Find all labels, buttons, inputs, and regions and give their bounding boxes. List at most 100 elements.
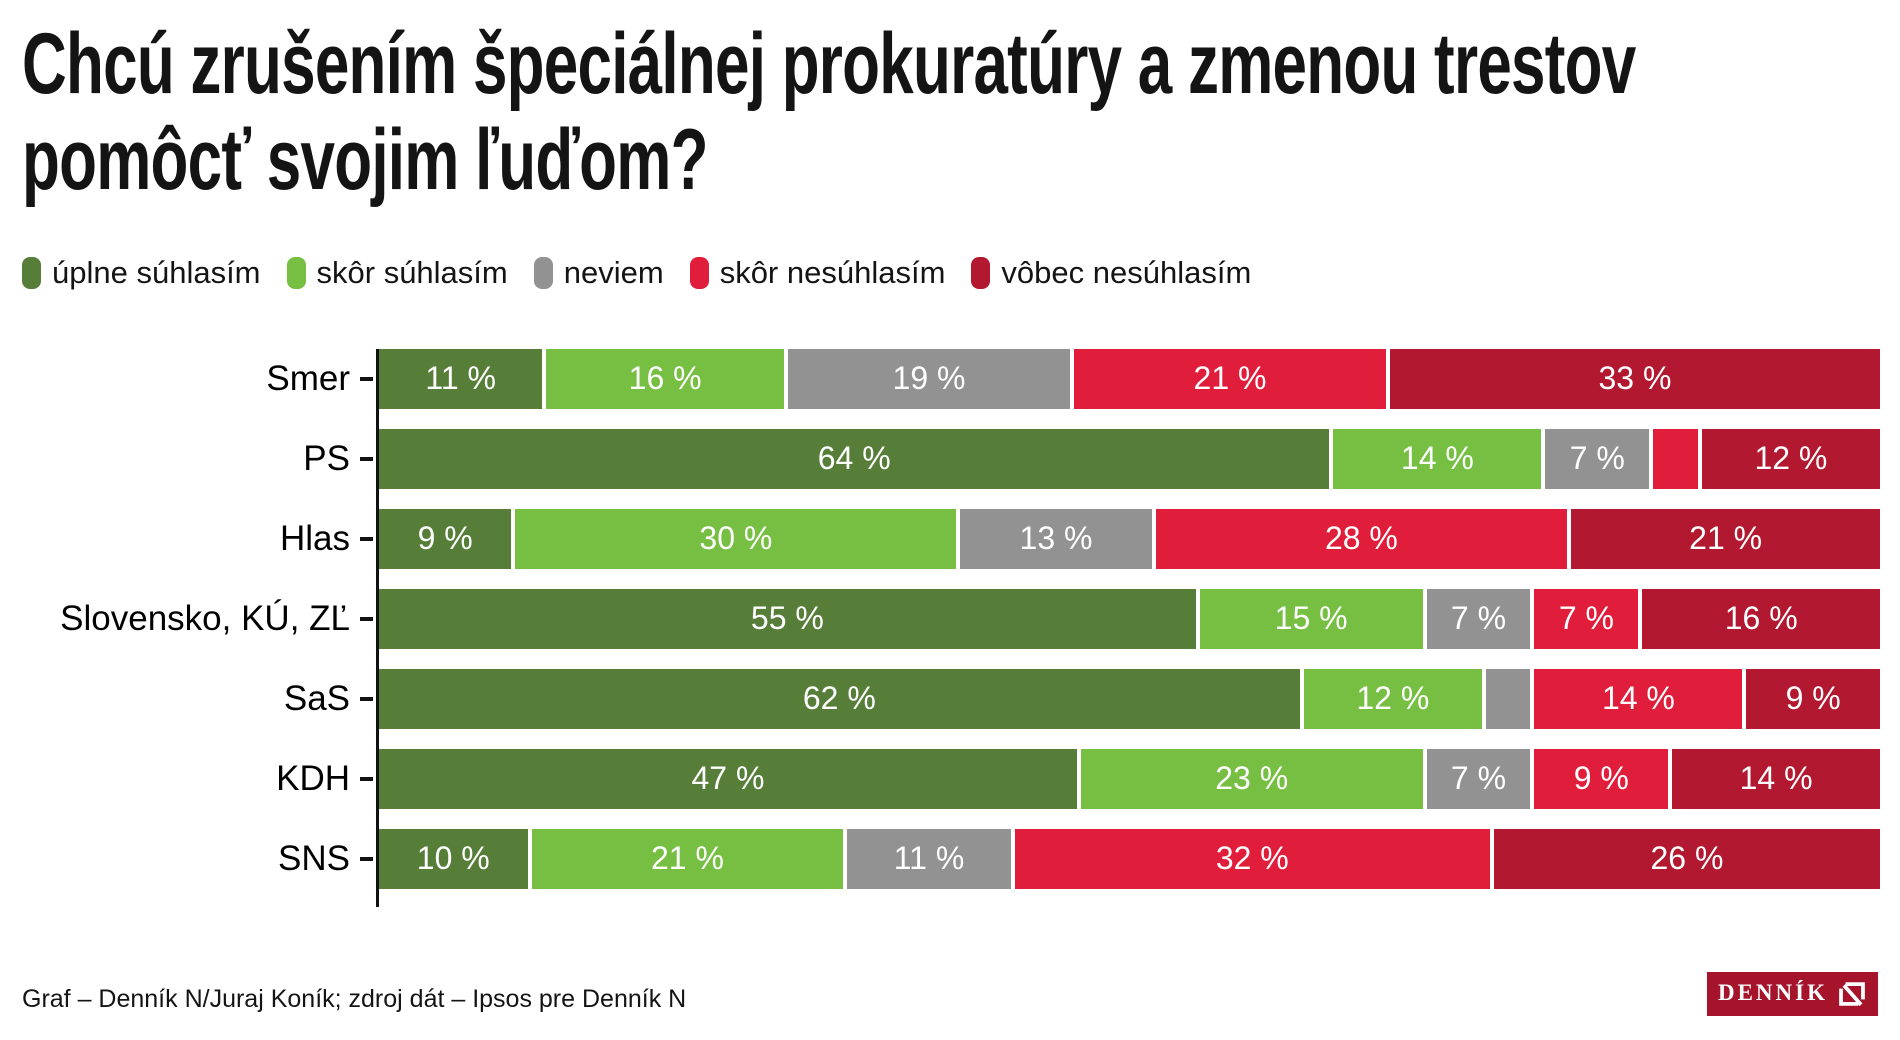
segment-value-label: 33 % (1598, 360, 1672, 397)
legend-label: neviem (563, 254, 664, 290)
segment-value-label: 16 % (1724, 600, 1798, 637)
bar-segment: 9 % (379, 508, 512, 569)
bar-segment: 11 % (843, 828, 1011, 889)
segment-value-label: 11 % (893, 840, 965, 877)
segment-value-label: 7 % (1450, 760, 1507, 797)
axis-tick (360, 456, 373, 461)
category-label: SNS (278, 829, 379, 889)
bar-segment: 7 % (1422, 588, 1531, 649)
chart-rows: Smer 11 % 16 % 19 % 21 % 33 % PS 64 % 14 % 7 % 12 … (60, 348, 1881, 889)
legend-item-4: vôbec nesúhlasím (971, 255, 1251, 291)
stacked-bar: 9 % 30 % 13 % 28 % 21 % (379, 508, 1881, 569)
segment-value-label: 21 % (650, 840, 724, 877)
axis-tick (360, 616, 373, 621)
segment-value-label: 7 % (1569, 440, 1625, 477)
bar-segment: 16 % (542, 348, 784, 409)
segment-value-label: 28 % (1324, 520, 1398, 557)
bar-segment: 55 % (379, 588, 1196, 649)
category-label: Hlas (280, 509, 379, 569)
bar-segment: 7 % (1530, 588, 1639, 649)
bar-segment: 7 % (1422, 748, 1531, 809)
stacked-bar: 55 % 15 % 7 % 7 % 16 % (379, 588, 1880, 649)
segment-value-label: 10 % (416, 840, 490, 877)
source-credit: Graf – Denník N/Juraj Koník; zdroj dát –… (22, 985, 687, 1013)
axis-tick (360, 536, 373, 541)
bar-segment: 21 % (527, 828, 844, 889)
segment-value-label: 21 % (1689, 520, 1763, 557)
segment-value-label: 9 % (1573, 760, 1629, 797)
legend-item-3: skôr nesúhlasím (689, 254, 946, 291)
segment-value-label: 9 % (417, 520, 473, 557)
axis-tick (360, 696, 373, 701)
legend-item-1: skôr súhlasím (286, 255, 508, 291)
segment-value-label: 9 % (1785, 680, 1841, 717)
bar-row-6: SNS 10 % 21 % 11 % 32 % 26 % (278, 828, 1880, 889)
bar-segment: 21 % (1567, 508, 1881, 569)
stacked-bar: 11 % 16 % 19 % 21 % 33 % (379, 348, 1880, 409)
segment-value-label: 7 % (1558, 600, 1614, 637)
category-label: Slovensko, KÚ, ZĽ (60, 589, 379, 649)
page-title-line-2: pomôcť svojim ľuďom? (22, 112, 708, 209)
bar-row-2: Hlas 9 % 30 % 13 % 28 % 21 % (280, 508, 1881, 569)
bar-segment: 16 % (1638, 588, 1880, 649)
segment-value-label: 32 % (1215, 840, 1289, 877)
category-label: PS (303, 429, 379, 489)
bar-segment: 62 % (379, 668, 1300, 729)
segment-value-label: 23 % (1215, 760, 1289, 797)
category-label-text: SNS (278, 838, 350, 878)
page-title: Chcú zrušením špeciálnej prokuratúry a z… (22, 16, 1636, 209)
bar-row-3: Slovensko, KÚ, ZĽ 55 % 15 % 7 % 7 % 16 % (60, 588, 1880, 649)
bar-segment: 15 % (1195, 588, 1423, 649)
bar-segment: 14 % (1668, 748, 1881, 809)
dennik-n-logo-text: DENNÍK (1717, 980, 1828, 1005)
bar-segment: 26 % (1489, 828, 1880, 889)
page-title-line-1: Chcú zrušením špeciálnej prokuratúry a z… (22, 16, 1636, 112)
category-label: KDH (276, 749, 379, 809)
bar-segment: 12 % (1299, 668, 1482, 729)
legend-swatch-icon (689, 256, 709, 289)
segment-value-label: 12 % (1754, 440, 1828, 477)
stacked-bar: 10 % 21 % 11 % 32 % 26 % (379, 828, 1880, 889)
stacked-bar-chart: Smer 11 % 16 % 19 % 21 % 33 % PS 64 % 14 % 7 % 12 … (0, 348, 1881, 907)
bar-segment: 30 % (511, 508, 957, 569)
segment-value-label: 15 % (1274, 600, 1348, 637)
segment-value-label: 14 % (1739, 760, 1813, 797)
bar-segment: 14 % (1329, 428, 1542, 489)
legend-label: skôr nesúhlasím (719, 254, 946, 290)
stacked-bar: 64 % 14 % 7 % 12 % (379, 428, 1881, 489)
segment-value-label: 16 % (628, 360, 702, 397)
axis-tick (360, 376, 373, 381)
legend-label: vôbec nesúhlasím (1001, 254, 1252, 290)
bar-segment: 23 % (1076, 748, 1423, 809)
stacked-bar: 47 % 23 % 7 % 9 % 14 % (379, 748, 1881, 809)
legend-item-2: neviem (533, 254, 664, 291)
category-label: Smer (266, 349, 379, 409)
dennik-n-logo-n-icon (1839, 982, 1865, 1006)
segment-value-label: 14 % (1400, 440, 1474, 477)
bar-row-0: Smer 11 % 16 % 19 % 21 % 33 % (266, 348, 1880, 409)
category-label-text: Smer (266, 358, 350, 398)
bar-segment: 11 % (379, 348, 543, 409)
bar-row-5: KDH 47 % 23 % 7 % 9 % 14 % (276, 748, 1881, 809)
bar-segment: 33 % (1385, 348, 1880, 409)
stacked-bar: 62 % 12 % 14 % 9 % (379, 668, 1881, 729)
dennik-n-logo: DENNÍK (1706, 972, 1878, 1016)
segment-value-label: 21 % (1193, 360, 1267, 397)
bar-segment: 9 % (1742, 668, 1881, 729)
legend-swatch-icon (22, 256, 41, 289)
bar-segment: 10 % (379, 828, 528, 889)
bar-segment (1649, 428, 1698, 489)
axis-tick (360, 856, 373, 861)
segment-value-label: 13 % (1019, 520, 1093, 557)
bar-segment: 13 % (956, 508, 1152, 569)
bar-segment: 21 % (1070, 348, 1386, 409)
axis-tick (360, 776, 373, 781)
category-label-text: KDH (276, 758, 350, 798)
bar-segment: 64 % (379, 428, 1330, 489)
category-label-text: SaS (283, 678, 350, 718)
segment-value-label: 26 % (1650, 840, 1724, 877)
category-label: SaS (284, 669, 379, 729)
segment-value-label: 64 % (817, 440, 891, 477)
bar-segment: 47 % (379, 748, 1077, 809)
bar-segment: 9 % (1530, 748, 1669, 809)
